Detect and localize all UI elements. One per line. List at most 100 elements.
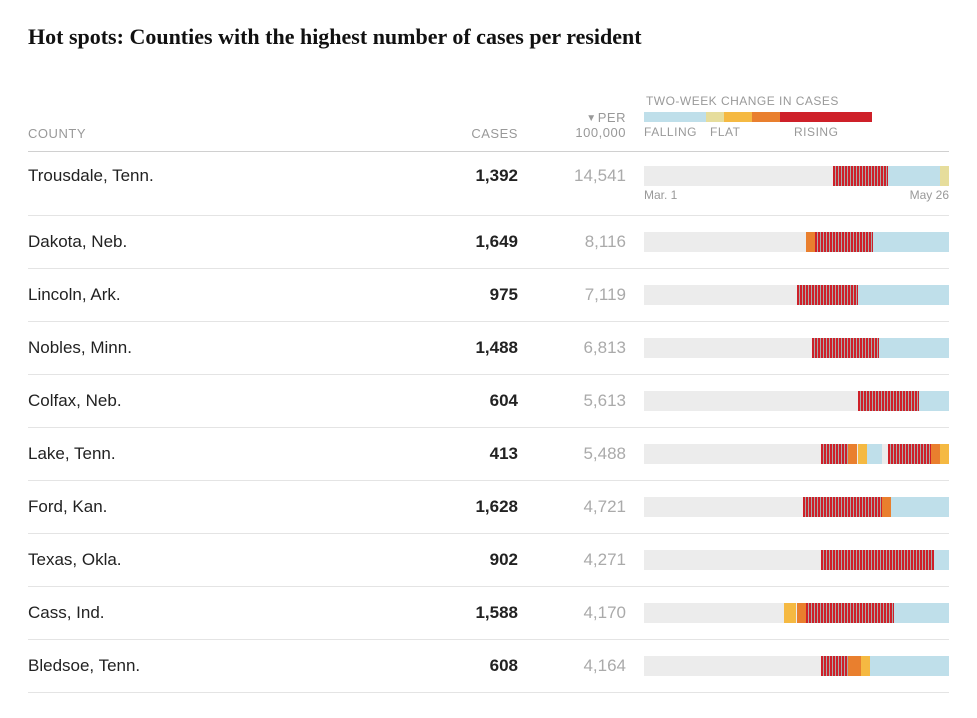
sparkline-date-end: May 26 [910, 188, 949, 202]
sparkline-segment [784, 603, 796, 623]
sparkline-cell [638, 391, 949, 411]
sparkline-cell [638, 550, 949, 570]
sparkline-segment [861, 656, 870, 676]
table-row: Lake, Tenn.4135,488 [28, 428, 949, 481]
legend-swatch [752, 112, 780, 122]
county-name[interactable]: Colfax, Neb. [28, 391, 418, 411]
sparkline-segment [848, 444, 857, 464]
per100k-value: 6,813 [518, 338, 638, 358]
sparkline [644, 285, 949, 305]
sparkline-segment [919, 391, 950, 411]
sparkline-segment [833, 166, 888, 186]
sparkline-segment [891, 497, 949, 517]
per100k-value: 8,116 [518, 232, 638, 252]
sparkline-segment [848, 656, 860, 676]
county-name[interactable]: Texas, Okla. [28, 550, 418, 570]
sparkline-segment [879, 338, 949, 358]
sparkline-segment [797, 603, 806, 623]
sparkline-segment [821, 444, 848, 464]
sparkline [644, 232, 949, 252]
sparkline-segment [873, 232, 949, 252]
sparkline-segment [797, 285, 858, 305]
sparkline-segment [858, 391, 919, 411]
per100k-value: 5,488 [518, 444, 638, 464]
county-name[interactable]: Trousdale, Tenn. [28, 166, 418, 186]
table-row: Bledsoe, Tenn.6084,164 [28, 640, 949, 693]
sparkline-cell [638, 232, 949, 252]
county-name[interactable]: Nobles, Minn. [28, 338, 418, 358]
sparkline-segment [806, 232, 815, 252]
sparkline-segment [858, 285, 950, 305]
sparkline [644, 391, 949, 411]
sparkline-segment [644, 550, 821, 570]
legend-swatch [780, 112, 872, 122]
sparkline-segment [644, 444, 821, 464]
cases-value: 902 [418, 550, 518, 570]
header-per100k-line1: PER [598, 110, 626, 125]
sparkline-segment [644, 391, 858, 411]
sparkline-segment [931, 444, 940, 464]
cases-value: 1,488 [418, 338, 518, 358]
cases-value: 1,392 [418, 166, 518, 186]
sparkline-segment [644, 338, 812, 358]
sparkline-segment [644, 656, 821, 676]
sparkline-cell [638, 603, 949, 623]
cases-value: 975 [418, 285, 518, 305]
county-name[interactable]: Lincoln, Ark. [28, 285, 418, 305]
table-row: Dakota, Neb.1,6498,116 [28, 216, 949, 269]
county-name[interactable]: Lake, Tenn. [28, 444, 418, 464]
sparkline-segment [821, 550, 934, 570]
legend-swatch [644, 112, 706, 122]
sparkline-segment [821, 656, 848, 676]
cases-value: 413 [418, 444, 518, 464]
legend-bar [644, 112, 872, 122]
sparkline-cell [638, 338, 949, 358]
sparkline-segment [644, 497, 803, 517]
sparkline-date-range: Mar. 1May 26 [644, 188, 949, 202]
table-row: Nobles, Minn.1,4886,813 [28, 322, 949, 375]
table-row: Trousdale, Tenn.1,39214,541 Mar. 1May 26 [28, 152, 949, 216]
legend-swatch [724, 112, 752, 122]
legend-title: TWO-WEEK CHANGE IN CASES [644, 94, 839, 108]
sparkline-segment [934, 550, 949, 570]
county-name[interactable]: Cass, Ind. [28, 603, 418, 623]
county-name[interactable]: Ford, Kan. [28, 497, 418, 517]
sparkline-segment [888, 166, 940, 186]
sparkline-segment [882, 497, 891, 517]
legend-swatch [706, 112, 724, 122]
sparkline [644, 497, 949, 517]
legend-label: RISING [794, 125, 838, 139]
sparkline-cell: Mar. 1May 26 [638, 166, 949, 186]
sparkline-segment [803, 497, 882, 517]
sparkline [644, 338, 949, 358]
per100k-value: 5,613 [518, 391, 638, 411]
cases-value: 1,628 [418, 497, 518, 517]
sparkline-cell [638, 497, 949, 517]
sort-indicator-icon: ▼ [586, 113, 596, 124]
sparkline-segment [815, 232, 873, 252]
per100k-value: 4,164 [518, 656, 638, 676]
county-name[interactable]: Dakota, Neb. [28, 232, 418, 252]
per100k-value: 7,119 [518, 285, 638, 305]
sparkline-segment [858, 444, 867, 464]
sparkline-segment [806, 603, 894, 623]
per100k-value: 14,541 [518, 166, 638, 186]
table-header-row: COUNTY CASES ▼PER 100,000 TWO-WEEK CHANG… [28, 94, 949, 152]
sparkline-cell [638, 444, 949, 464]
sparkline [644, 603, 949, 623]
per100k-value: 4,170 [518, 603, 638, 623]
header-per100k-line2: 100,000 [575, 125, 626, 140]
sparkline-cell [638, 656, 949, 676]
hotspots-table: COUNTY CASES ▼PER 100,000 TWO-WEEK CHANG… [28, 94, 949, 693]
sparkline: Mar. 1May 26 [644, 166, 949, 186]
cases-value: 1,588 [418, 603, 518, 623]
county-name[interactable]: Bledsoe, Tenn. [28, 656, 418, 676]
sparkline-segment [644, 603, 784, 623]
header-county[interactable]: COUNTY [28, 126, 418, 141]
table-row: Lincoln, Ark.9757,119 [28, 269, 949, 322]
sparkline-segment [867, 444, 882, 464]
header-cases[interactable]: CASES [418, 126, 518, 141]
sparkline-segment [870, 656, 949, 676]
header-per100k[interactable]: ▼PER 100,000 [518, 110, 638, 141]
sparkline-segment [644, 166, 833, 186]
